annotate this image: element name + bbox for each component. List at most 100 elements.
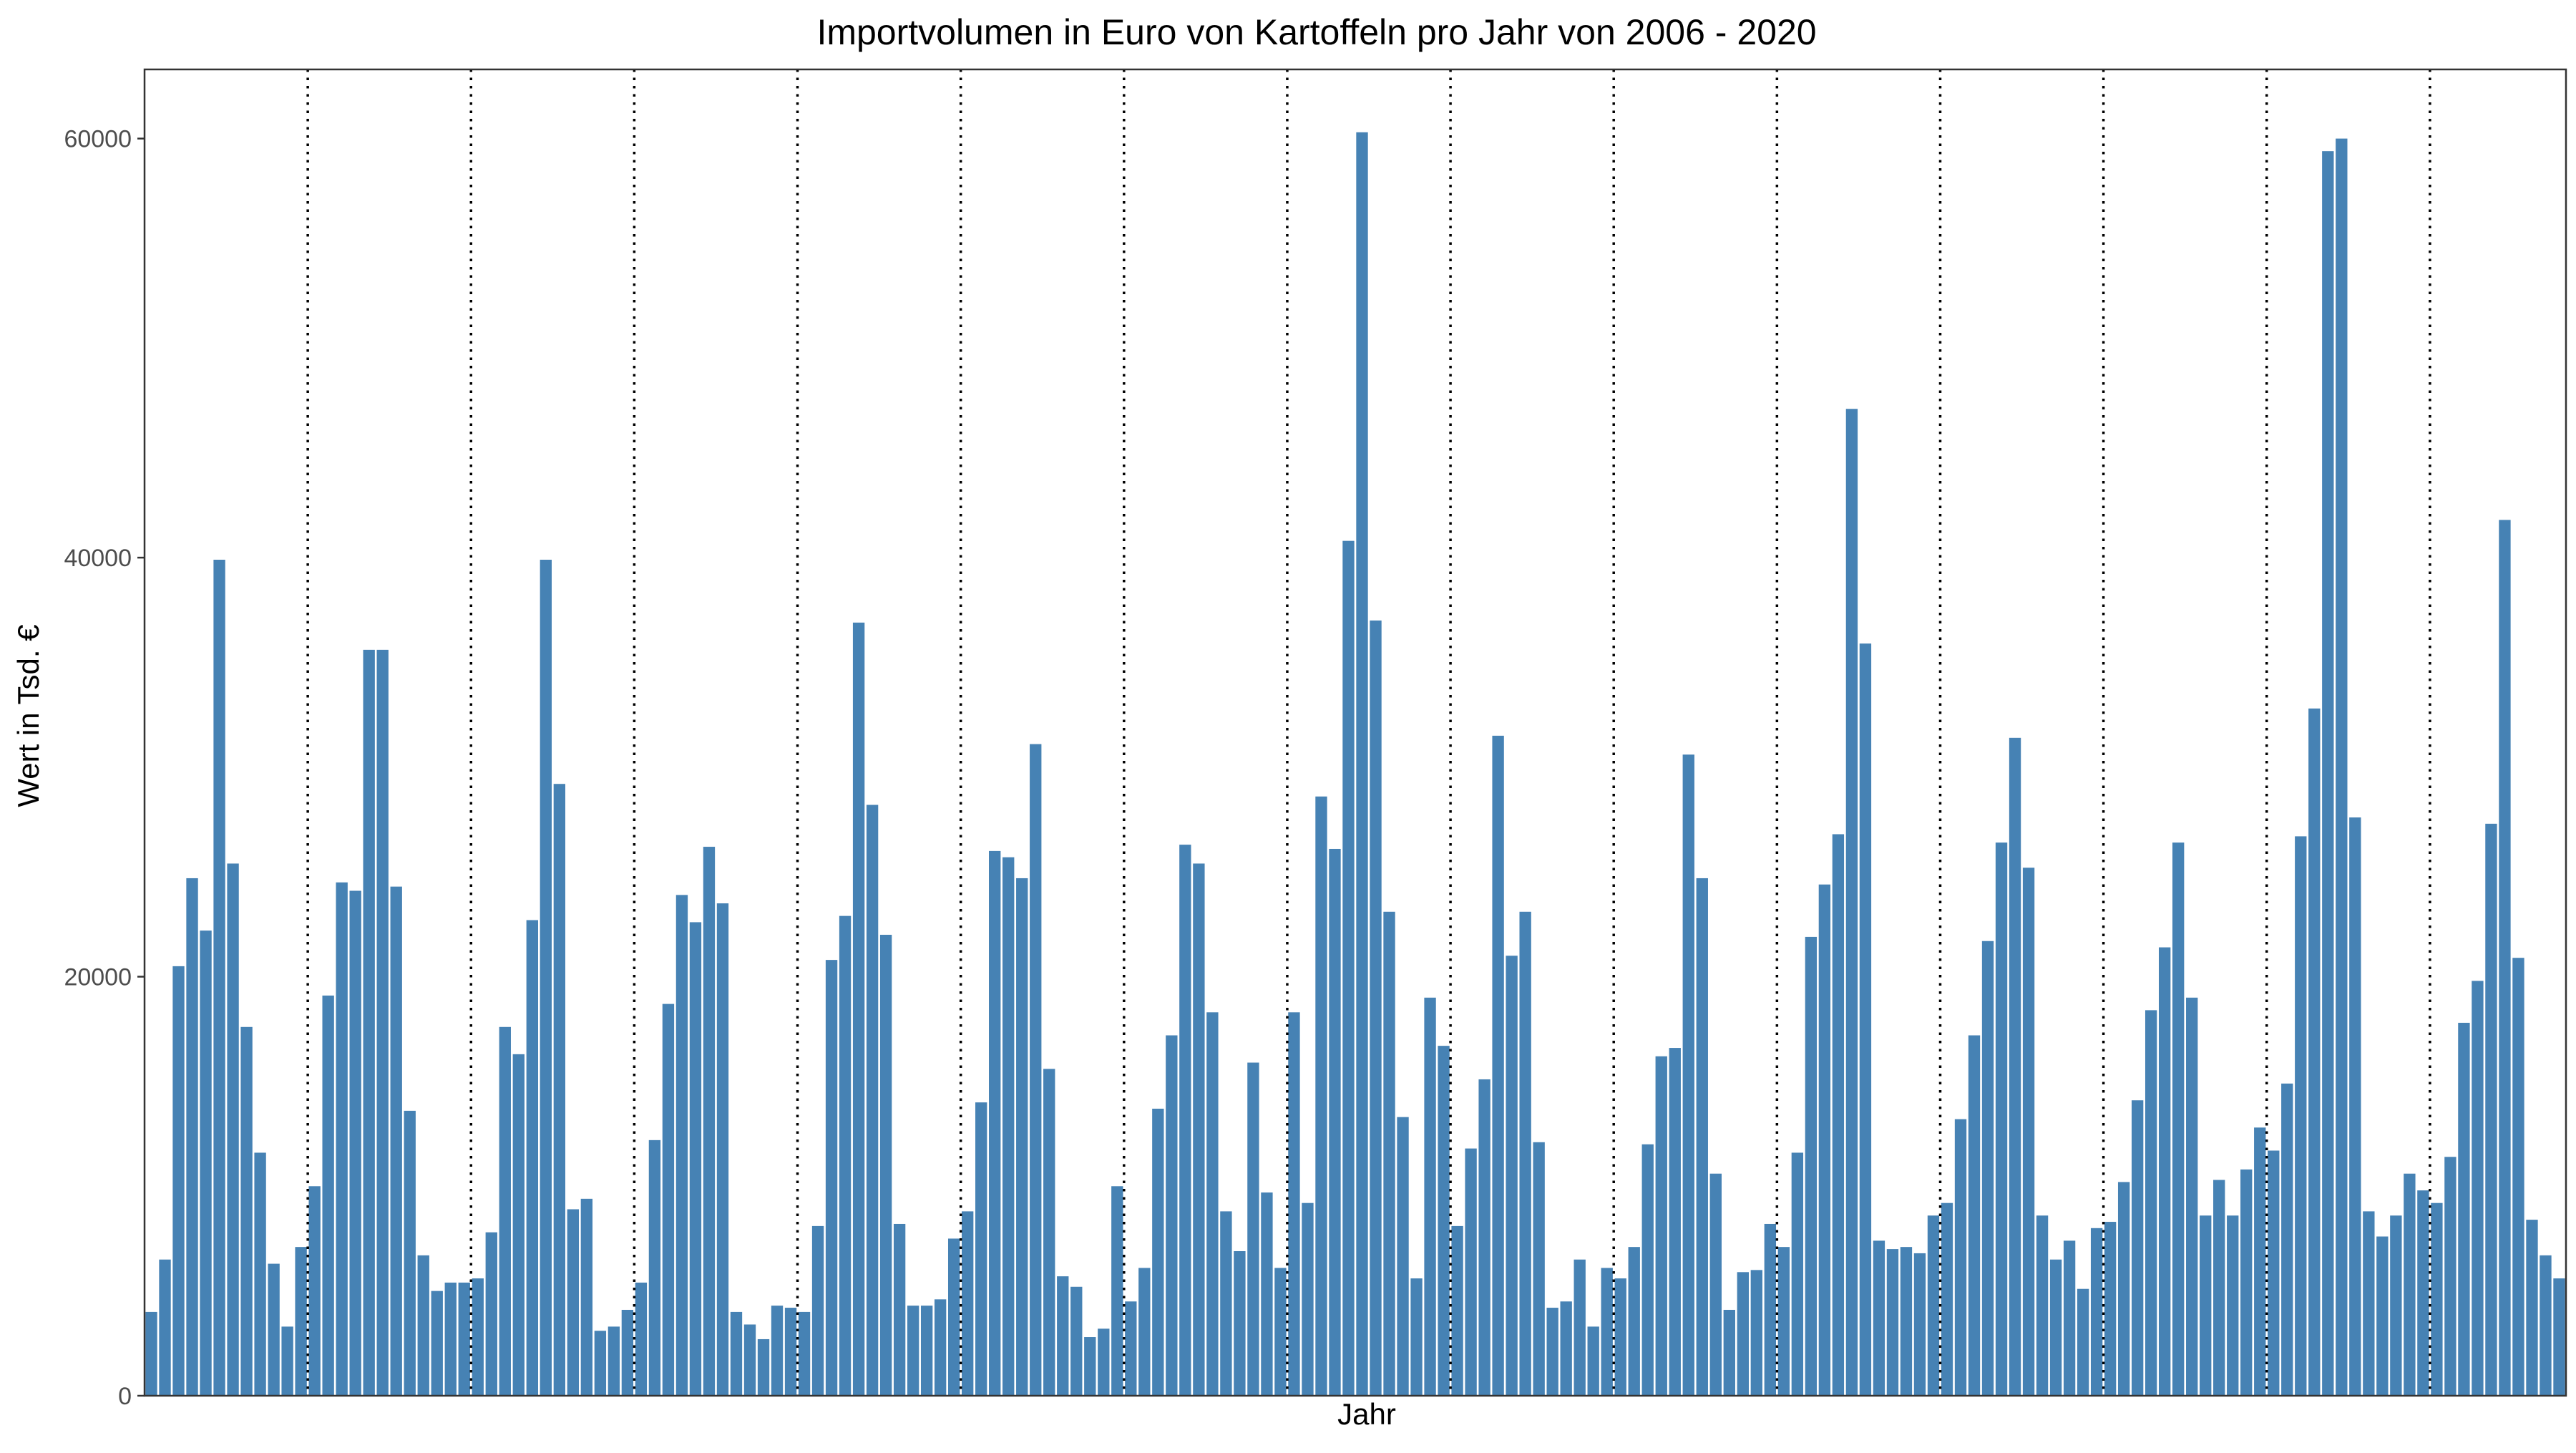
bar-51 bbox=[825, 960, 838, 1396]
bar-3 bbox=[172, 966, 185, 1396]
bar-6 bbox=[213, 560, 225, 1396]
bar-13 bbox=[308, 1186, 321, 1396]
bar-110 bbox=[1628, 1247, 1640, 1396]
bar-14 bbox=[322, 995, 334, 1396]
bar-136 bbox=[1981, 941, 1994, 1396]
bar-92 bbox=[1383, 911, 1395, 1396]
bar-27 bbox=[499, 1026, 511, 1396]
bar-53 bbox=[852, 622, 865, 1396]
bar-135 bbox=[1968, 1035, 1981, 1396]
year-separators bbox=[306, 69, 2431, 1396]
bar-28 bbox=[512, 1054, 525, 1396]
bar-19 bbox=[390, 886, 402, 1396]
bar-115 bbox=[1696, 878, 1708, 1396]
bar-105 bbox=[1560, 1301, 1572, 1396]
bar-177 bbox=[2540, 1255, 2552, 1396]
bar-169 bbox=[2431, 1202, 2443, 1396]
bar-104 bbox=[1546, 1308, 1558, 1396]
bar-173 bbox=[2485, 823, 2497, 1396]
bar-93 bbox=[1397, 1117, 1409, 1396]
bar-94 bbox=[1410, 1278, 1423, 1396]
bar-66 bbox=[1030, 744, 1042, 1396]
bar-73 bbox=[1125, 1301, 1137, 1396]
bar-176 bbox=[2526, 1220, 2538, 1396]
bar-35 bbox=[608, 1326, 620, 1396]
bar-5 bbox=[200, 930, 212, 1396]
bar-74 bbox=[1138, 1268, 1151, 1396]
bar-107 bbox=[1587, 1326, 1599, 1396]
bar-46 bbox=[757, 1338, 770, 1396]
bar-32 bbox=[567, 1209, 580, 1396]
bar-59 bbox=[934, 1299, 947, 1396]
bar-41 bbox=[689, 922, 702, 1396]
bar-54 bbox=[866, 805, 879, 1396]
bar-96 bbox=[1438, 1046, 1450, 1396]
bar-137 bbox=[1995, 842, 2008, 1396]
bar-4 bbox=[186, 878, 198, 1396]
bar-52 bbox=[839, 915, 852, 1396]
bar-62 bbox=[975, 1102, 987, 1396]
bar-159 bbox=[2295, 836, 2307, 1396]
y-tick-label-3: 60000 bbox=[64, 126, 132, 153]
y-tick-label-2: 40000 bbox=[64, 545, 132, 572]
bar-147 bbox=[2131, 1100, 2144, 1396]
bar-127 bbox=[1859, 643, 1872, 1396]
bar-150 bbox=[2172, 842, 2185, 1396]
bar-119 bbox=[1750, 1270, 1763, 1396]
bar-58 bbox=[920, 1306, 933, 1396]
bar-125 bbox=[1832, 834, 1845, 1396]
bar-120 bbox=[1764, 1223, 1777, 1396]
bar-146 bbox=[2117, 1182, 2130, 1396]
bar-56 bbox=[893, 1223, 906, 1396]
bar-49 bbox=[798, 1311, 811, 1396]
bar-95 bbox=[1424, 997, 1436, 1396]
bar-11 bbox=[281, 1326, 293, 1396]
bar-75 bbox=[1152, 1108, 1164, 1396]
bar-8 bbox=[240, 1026, 253, 1396]
bar-17 bbox=[363, 649, 375, 1396]
bar-141 bbox=[2049, 1259, 2062, 1396]
bar-134 bbox=[1954, 1119, 1967, 1396]
bar-175 bbox=[2512, 958, 2524, 1396]
bar-7 bbox=[227, 863, 239, 1396]
bar-143 bbox=[2077, 1288, 2089, 1396]
bar-16 bbox=[349, 890, 361, 1396]
bar-152 bbox=[2200, 1215, 2212, 1396]
bar-121 bbox=[1777, 1247, 1790, 1396]
bar-163 bbox=[2349, 817, 2361, 1396]
bar-45 bbox=[743, 1324, 756, 1396]
bar-162 bbox=[2336, 138, 2348, 1396]
bar-47 bbox=[771, 1306, 784, 1396]
bar-131 bbox=[1913, 1253, 1926, 1396]
bar-118 bbox=[1737, 1272, 1749, 1396]
y-axis-ticks: 0 20000 40000 60000 bbox=[64, 126, 145, 1410]
bar-78 bbox=[1193, 863, 1205, 1396]
bar-99 bbox=[1478, 1079, 1491, 1396]
chart-title: Importvolumen in Euro von Kartoffeln pro… bbox=[816, 12, 1816, 52]
bar-158 bbox=[2281, 1083, 2293, 1396]
bar-29 bbox=[526, 920, 538, 1396]
bar-31 bbox=[553, 784, 566, 1396]
plot-frame bbox=[143, 68, 2567, 1397]
bar-79 bbox=[1206, 1012, 1219, 1396]
bar-109 bbox=[1614, 1278, 1626, 1396]
bar-10 bbox=[268, 1263, 280, 1396]
bar-15 bbox=[336, 882, 348, 1396]
bar-24 bbox=[458, 1282, 470, 1396]
bar-132 bbox=[1927, 1215, 1940, 1396]
bar-129 bbox=[1886, 1249, 1899, 1396]
bar-30 bbox=[540, 560, 552, 1396]
bar-166 bbox=[2390, 1215, 2402, 1396]
bar-22 bbox=[431, 1291, 443, 1396]
bar-77 bbox=[1179, 845, 1191, 1396]
bar-154 bbox=[2227, 1215, 2239, 1396]
bar-55 bbox=[879, 934, 892, 1396]
bar-103 bbox=[1533, 1142, 1545, 1396]
bar-112 bbox=[1655, 1056, 1667, 1396]
bar-108 bbox=[1601, 1268, 1613, 1396]
bar-97 bbox=[1451, 1225, 1463, 1396]
bar-149 bbox=[2158, 947, 2171, 1396]
bar-72 bbox=[1111, 1186, 1123, 1396]
